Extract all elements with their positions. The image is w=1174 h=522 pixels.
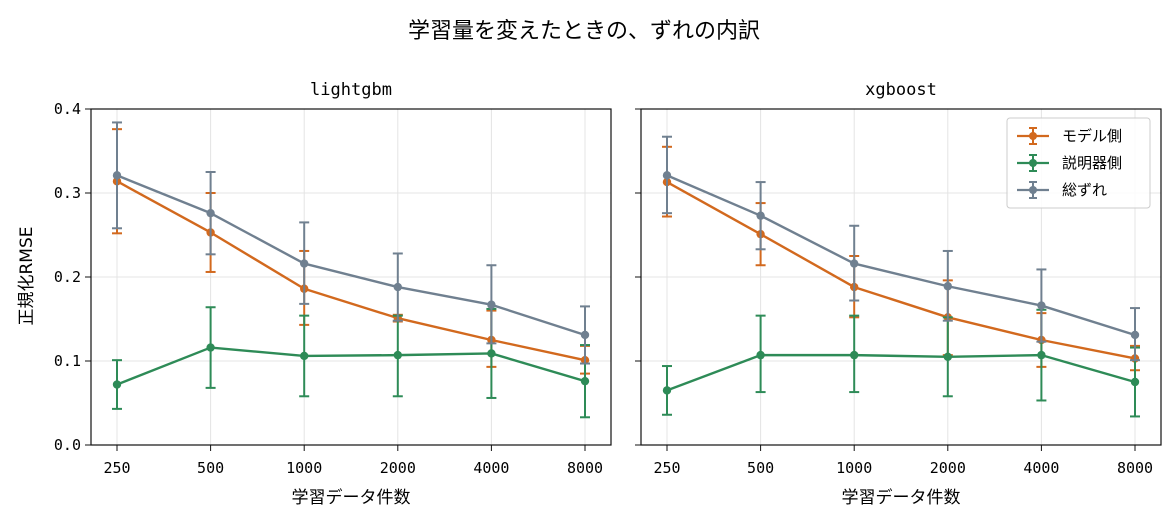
series-3 <box>662 135 1140 362</box>
data-point <box>850 259 859 268</box>
plot-frame <box>90 108 612 446</box>
legend-marker <box>1029 132 1037 140</box>
x-tick-label: 500 <box>747 459 774 477</box>
legend-marker <box>1029 159 1037 167</box>
legend-marker <box>1029 186 1037 194</box>
y-tick-label: 0.3 <box>54 184 81 202</box>
panel-lightgbm: lightgbm 0.0 0.1 0.2 0.3 0.4 250 500 1000 2000 400… <box>54 80 612 508</box>
series-line <box>116 174 586 337</box>
legend-entry: 説明器側 <box>1017 154 1122 172</box>
data-point <box>1130 330 1140 340</box>
series-2 <box>662 308 1140 418</box>
y-axis-label: 正規化RMSE <box>17 226 37 325</box>
x-tick-label: 8000 <box>1117 459 1153 477</box>
data-point <box>206 343 215 352</box>
x-tick-label: 500 <box>197 459 224 477</box>
data-point <box>756 211 765 220</box>
plot-frame <box>640 108 1162 446</box>
panel-title: lightgbm <box>310 80 392 100</box>
data-point <box>943 282 952 291</box>
panel-title: xgboost <box>865 80 937 100</box>
series-3 <box>112 121 590 365</box>
data-point <box>580 330 590 340</box>
legend-label: 説明器側 <box>1062 154 1122 172</box>
data-point <box>662 386 672 395</box>
y-tick-label: 0.0 <box>54 436 81 454</box>
legend-label: 総ずれ <box>1062 181 1107 199</box>
x-tick-label: 8000 <box>567 459 603 477</box>
series-line <box>666 353 1136 392</box>
legend-label: モデル側 <box>1062 127 1122 145</box>
y-tick-label: 0.1 <box>54 352 81 370</box>
x-axis-label: 学習データ件数 <box>842 487 961 508</box>
data-point <box>756 350 765 360</box>
x-tick-label: 1000 <box>836 459 872 477</box>
series-line <box>116 180 586 362</box>
data-point <box>206 208 215 218</box>
x-tick-label: 250 <box>653 459 680 477</box>
series-2 <box>112 306 590 419</box>
y-tick-label: 0.4 <box>54 100 81 118</box>
figure-title: 学習量を変えたときの、ずれの内訳 <box>408 19 760 44</box>
data-point <box>662 171 672 180</box>
series-line <box>116 346 586 386</box>
panel-xgboost: xgboost 250 500 1000 2000 4000 8000 学習データ件数 <box>635 80 1162 508</box>
data-point <box>580 376 590 386</box>
data-point <box>487 349 496 358</box>
x-tick-label: 4000 <box>1023 459 1059 477</box>
data-point <box>850 350 859 360</box>
data-point <box>487 300 496 309</box>
series-line <box>666 181 1136 360</box>
data-point <box>393 282 402 292</box>
y-tick-label: 0.2 <box>54 268 81 286</box>
data-point <box>300 351 309 361</box>
series-1 <box>112 128 590 375</box>
legend-entry: モデル側 <box>1017 127 1122 145</box>
x-tick-label: 250 <box>103 459 130 477</box>
legend-box <box>1006 117 1151 209</box>
series-line <box>666 174 1136 337</box>
x-axis-label: 学習データ件数 <box>292 487 411 508</box>
data-point <box>112 380 122 389</box>
legend-entry: 総ずれ <box>1017 181 1107 199</box>
x-tick-label: 1000 <box>286 459 322 477</box>
x-tick-label: 4000 <box>473 459 509 477</box>
data-point <box>112 171 122 180</box>
x-tick-label: 2000 <box>930 459 966 477</box>
x-tick-label: 2000 <box>380 459 416 477</box>
data-point <box>300 259 309 268</box>
data-point <box>1130 377 1140 387</box>
data-point <box>1037 301 1046 310</box>
data-point <box>943 352 952 361</box>
data-point <box>393 350 402 360</box>
data-point <box>1037 350 1046 360</box>
